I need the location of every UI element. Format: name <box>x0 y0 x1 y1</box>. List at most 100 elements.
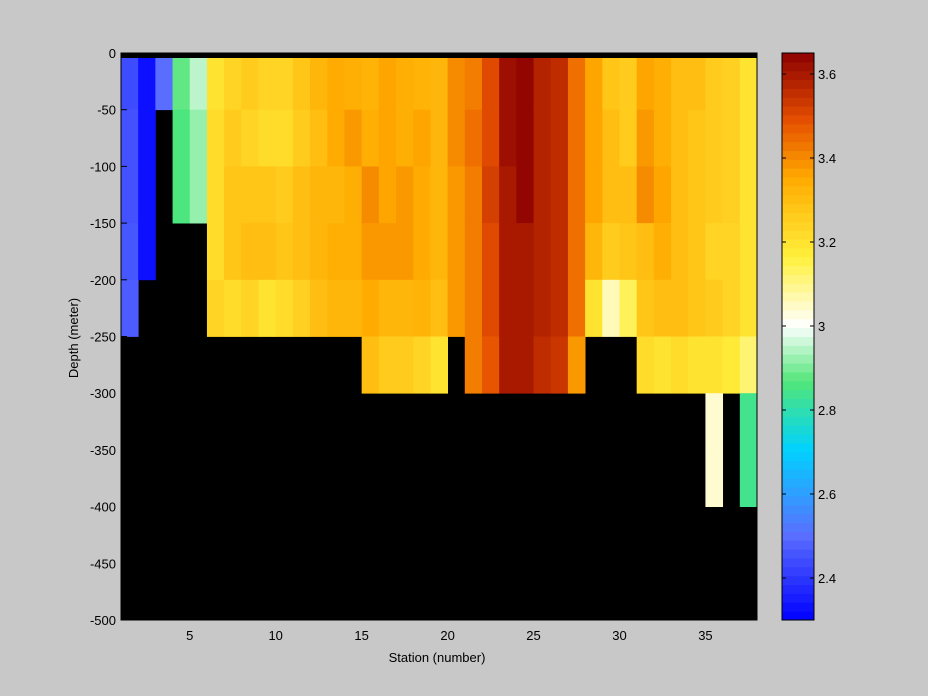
heatmap-cell <box>499 53 517 111</box>
heatmap-cell <box>722 166 741 224</box>
heatmap-cell <box>464 166 483 224</box>
colorbar: 2.4 2.6 2.8 3 3.2 3.4 3.6 <box>781 52 836 621</box>
heatmap-cell <box>619 109 638 167</box>
heatmap-cell <box>447 109 466 167</box>
heatmap-cell <box>413 166 431 224</box>
heatmap-cell <box>258 166 277 224</box>
heatmap-cell <box>327 166 345 224</box>
colorbar-swatch <box>782 194 814 205</box>
colorbar-tick-label: 2.6 <box>818 487 836 502</box>
heatmap-cell <box>602 109 620 167</box>
heatmap-cell <box>585 166 603 224</box>
colorbar-swatch <box>782 425 814 435</box>
colorbar-swatch <box>782 283 814 293</box>
heatmap-cell <box>292 223 311 281</box>
heatmap-cell <box>481 53 500 111</box>
colorbar-swatch <box>782 247 814 258</box>
heatmap-cell <box>722 109 741 167</box>
heatmap-cell <box>688 53 706 111</box>
colorbar-swatch <box>782 106 814 116</box>
x-axis-label: Station (number) <box>389 650 486 665</box>
heatmap-cell <box>739 109 758 167</box>
heatmap-cell <box>378 109 397 167</box>
heatmap-cell <box>636 109 655 167</box>
heatmap-cell <box>121 223 139 281</box>
heatmap-cell <box>241 223 259 281</box>
colorbar-swatch <box>782 513 814 524</box>
heatmap-cell <box>688 109 706 167</box>
heatmap-cell <box>722 336 741 394</box>
x-tick-label: 25 <box>526 628 540 643</box>
heatmap-cell <box>739 393 758 451</box>
heatmap-cell <box>310 53 328 111</box>
heatmap-cell <box>567 53 586 111</box>
heatmap-cell <box>396 279 414 337</box>
heatmap-cell <box>121 279 139 337</box>
colorbar-swatch <box>782 611 814 621</box>
colorbar-swatch <box>782 292 814 302</box>
heatmap-cell <box>292 166 311 224</box>
heatmap-cell <box>396 109 414 167</box>
colorbar-swatch <box>782 97 814 107</box>
heatmap-cell <box>275 166 294 224</box>
heatmap-cell <box>121 53 139 111</box>
heatmap-cell <box>138 53 156 111</box>
heatmap-cell <box>671 109 689 167</box>
heatmap-cell <box>344 279 363 337</box>
heatmap-cell <box>585 53 603 111</box>
heatmap-cell <box>636 336 655 394</box>
colorbar-swatch <box>782 239 814 249</box>
colorbar-swatch <box>782 70 814 81</box>
heatmap-plot-area <box>120 52 758 621</box>
y-tick-label: -150 <box>90 216 116 231</box>
colorbar-swatch <box>782 575 814 586</box>
heatmap-cell <box>310 223 328 281</box>
heatmap-cell <box>344 109 363 167</box>
heatmap-cell <box>258 279 277 337</box>
y-axis-label: Depth (meter) <box>66 298 81 378</box>
colorbar-swatch <box>782 478 814 488</box>
heatmap-cell <box>138 223 156 281</box>
y-tick-label: 0 <box>109 46 116 61</box>
heatmap-cell <box>464 53 483 111</box>
heatmap-cell <box>688 336 706 394</box>
heatmap-cell <box>430 336 448 394</box>
heatmap-cell <box>189 166 208 224</box>
colorbar-swatch <box>782 354 814 364</box>
heatmap-cell <box>705 279 724 337</box>
colorbar-swatch <box>782 566 814 577</box>
heatmap-cell <box>138 166 156 224</box>
colorbar-swatch <box>782 504 814 515</box>
heatmap-cell <box>602 279 620 337</box>
heatmap-cell <box>671 166 689 224</box>
heatmap-cell <box>499 223 517 281</box>
colorbar-swatch <box>782 274 814 284</box>
heatmap-cell <box>430 53 448 111</box>
heatmap-cell <box>275 53 294 111</box>
heatmap-cell <box>258 223 277 281</box>
heatmap-cell <box>671 223 689 281</box>
heatmap-cell <box>550 223 569 281</box>
colorbar-swatch <box>782 584 814 594</box>
y-axis: 0 -50 -100 -150 -200 -250 -300 -350 -400 -450 -500 <box>90 46 127 628</box>
heatmap-cell <box>189 109 208 167</box>
colorbar-swatch <box>782 389 814 400</box>
heatmap-cell <box>275 223 294 281</box>
heatmap-cell <box>396 223 414 281</box>
colorbar-swatch <box>782 318 814 329</box>
colorbar-swatch <box>782 61 814 72</box>
heatmap-cell <box>550 279 569 337</box>
heatmap-cell <box>430 109 448 167</box>
colorbar-swatch <box>782 549 814 559</box>
heatmap-cell <box>361 223 380 281</box>
heatmap-cell <box>224 166 242 224</box>
colorbar-swatch <box>782 221 814 231</box>
heatmap-cell <box>688 166 706 224</box>
colorbar-swatch <box>782 495 814 506</box>
colorbar-swatch <box>782 230 814 240</box>
heatmap-cell <box>447 166 466 224</box>
heatmap-cell <box>671 336 689 394</box>
heatmap-cell <box>636 223 655 281</box>
heatmap-cell <box>447 53 466 111</box>
